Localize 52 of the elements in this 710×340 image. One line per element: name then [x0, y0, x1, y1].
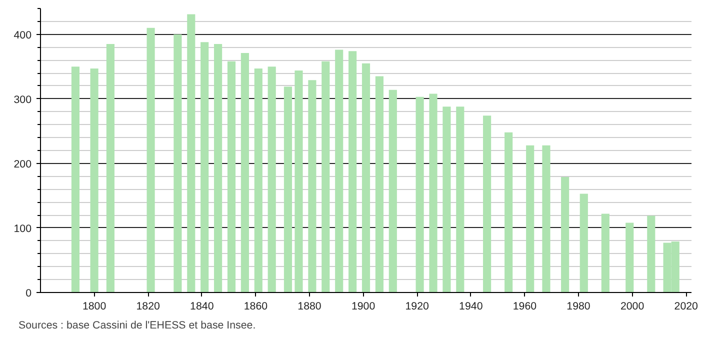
bar: [90, 68, 98, 292]
bar: [601, 214, 610, 292]
bar: [254, 68, 262, 292]
bar: [375, 76, 384, 292]
bar: [174, 34, 182, 292]
bar: [504, 132, 513, 292]
bar: [308, 80, 316, 292]
x-tick-label: 1800: [82, 300, 106, 312]
y-tick-label: 300: [14, 94, 32, 106]
bar: [146, 28, 155, 292]
bar: [227, 61, 236, 292]
bar: [240, 53, 249, 292]
bar: [200, 42, 209, 292]
bar: [268, 66, 276, 292]
y-tick-label: 0: [26, 288, 32, 300]
y-tick-label: 100: [14, 222, 32, 235]
x-tick-label: 1960: [512, 300, 537, 312]
x-tick-label: 1820: [136, 300, 160, 312]
bar: [626, 222, 634, 292]
bar: [483, 116, 492, 292]
bar: [335, 50, 344, 292]
bar: [442, 106, 451, 292]
bar: [187, 14, 196, 292]
x-tick-label: 1880: [298, 300, 322, 312]
x-tick-label: 1920: [405, 300, 430, 312]
x-tick-label: 1900: [351, 300, 376, 312]
bar: [294, 70, 303, 292]
bar: [322, 61, 330, 292]
bar: [647, 216, 656, 292]
x-tick-label: 1940: [459, 300, 483, 312]
bar: [526, 145, 534, 292]
bar: [71, 66, 80, 292]
bar: [362, 63, 370, 292]
bar: [348, 51, 357, 292]
bar: [214, 44, 222, 292]
bar: [388, 90, 397, 292]
y-tick-label: 400: [14, 29, 32, 42]
bar: [561, 176, 570, 292]
x-tick-label: 1980: [566, 300, 590, 312]
bar: [284, 86, 292, 292]
bar: [580, 194, 588, 292]
bar: [416, 96, 424, 292]
x-tick-label: 2020: [674, 300, 698, 312]
bar: [542, 145, 550, 292]
source-note: Sources : base Cassini de l'EHESS et base Insee.: [18, 320, 256, 332]
x-tick-label: 1860: [244, 300, 268, 312]
x-tick-label: 1840: [190, 300, 214, 312]
bar: [106, 44, 114, 292]
bar: [429, 94, 438, 292]
bar: [456, 106, 464, 292]
x-tick-label: 2000: [620, 300, 644, 312]
y-tick-label: 200: [14, 158, 32, 170]
